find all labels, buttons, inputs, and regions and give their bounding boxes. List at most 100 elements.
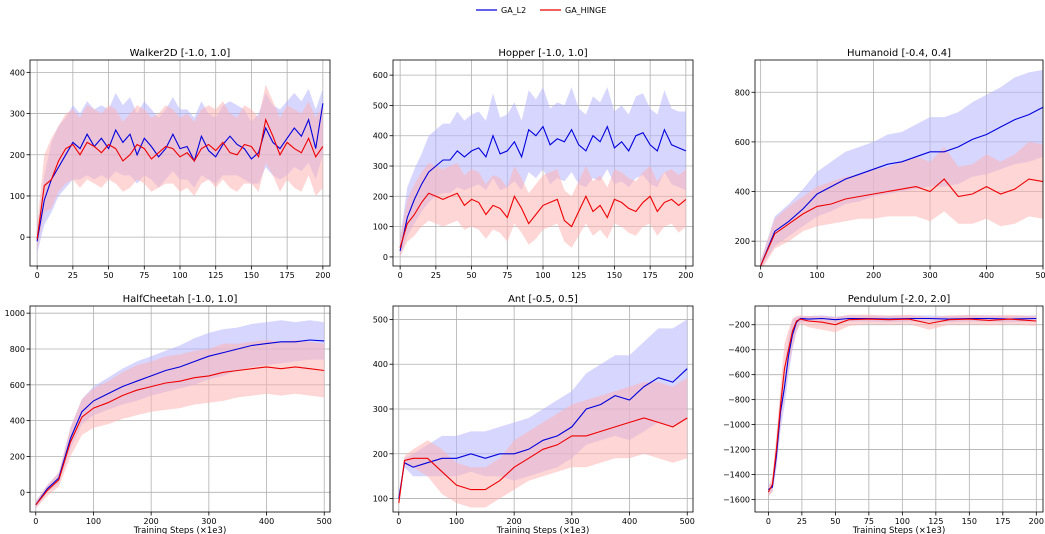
series-line — [399, 192, 687, 248]
x-tick-label: 100 — [86, 517, 101, 526]
plot-area — [399, 87, 687, 257]
x-tick-label: 100 — [895, 517, 910, 526]
x-tick-label: 175 — [280, 271, 295, 280]
y-tick-label: −200 — [728, 321, 750, 330]
chart-title: Walker2D [-1.0, 1.0] — [130, 48, 231, 59]
x-tick-label: 125 — [208, 271, 223, 280]
x-tick-label: 200 — [507, 517, 522, 526]
x-tick-label: 0 — [396, 517, 401, 526]
y-tick-label: 1000 — [5, 309, 25, 318]
y-tick-label: −1200 — [723, 446, 750, 455]
series-line — [35, 366, 325, 506]
x-tick-label: 500 — [1035, 271, 1045, 280]
series-line — [760, 178, 1043, 266]
chart-title: Humanoid [-0.4, 0.4] — [847, 48, 951, 59]
x-tick-label: 300 — [564, 517, 579, 526]
y-tick-label: 500 — [373, 315, 388, 324]
y-tick-label: −400 — [728, 346, 750, 355]
y-tick-label: 0 — [20, 488, 25, 497]
confidence-band — [760, 141, 1043, 266]
x-tick-label: 100 — [172, 271, 187, 280]
confidence-band — [37, 84, 323, 250]
axes-frame — [754, 59, 1044, 267]
y-tick-label: 400 — [373, 132, 388, 141]
x-tick-label: 125 — [571, 271, 586, 280]
series-line — [36, 117, 324, 240]
y-tick-label: −800 — [728, 396, 750, 405]
y-tick-label: 100 — [10, 192, 25, 201]
confidence-band — [35, 340, 325, 509]
y-tick-label: 0 — [20, 233, 25, 242]
confidence-band — [768, 314, 1037, 497]
confidence-band — [400, 163, 686, 257]
chart-panel: 0 100 200 300 400 500 0 200 400 600 800 1000 HalfChe… — [5, 294, 332, 534]
x-tick-label: 175 — [643, 271, 658, 280]
axes-frame — [29, 305, 331, 513]
y-tick-label: −1600 — [723, 496, 750, 505]
plot-area — [398, 319, 688, 508]
y-tick-label: 200 — [373, 450, 388, 459]
y-tick-label: 200 — [10, 151, 25, 160]
y-tick-label: 200 — [373, 192, 388, 201]
x-tick-label: 50 — [103, 271, 113, 280]
x-tick-label: 500 — [680, 517, 695, 526]
confidence-band — [398, 319, 688, 503]
y-tick-label: −1000 — [723, 421, 750, 430]
x-tick-label: 200 — [144, 517, 159, 526]
plot-area — [36, 84, 324, 254]
x-tick-label: 125 — [928, 517, 943, 526]
y-tick-label: 0 — [383, 253, 388, 262]
y-tick-label: 300 — [373, 162, 388, 171]
confidence-band — [400, 87, 686, 257]
chart-title: Hopper [-1.0, 1.0] — [498, 48, 587, 59]
y-tick-label: 800 — [10, 345, 25, 354]
x-tick-label: 100 — [809, 271, 824, 280]
chart-title: Pendulum [-2.0, 2.0] — [848, 294, 951, 305]
x-tick-label: 75 — [139, 271, 149, 280]
y-tick-label: 200 — [735, 237, 750, 246]
plot-area — [767, 314, 1037, 497]
x-tick-label: 200 — [315, 271, 330, 280]
series-line — [398, 368, 688, 499]
series-line — [399, 125, 687, 252]
x-tick-label: 25 — [797, 517, 807, 526]
x-axis-label: Training Steps (×1e3) — [133, 526, 227, 534]
x-tick-label: 50 — [466, 271, 476, 280]
x-tick-label: 0 — [33, 517, 38, 526]
confidence-band — [398, 377, 688, 508]
x-tick-label: 300 — [201, 517, 216, 526]
chart-panel: 0 25 50 75 100 125 150 175 200 −200 −400 −600 −800 −1… — [723, 294, 1044, 534]
series-line — [767, 318, 1037, 493]
x-tick-label: 0 — [758, 271, 763, 280]
x-tick-label: 75 — [502, 271, 512, 280]
legend-label-ga-hinge: GA_HINGE — [565, 6, 606, 15]
plot-area — [35, 320, 325, 509]
chart-title: HalfCheetah [-1.0, 1.0] — [123, 294, 238, 305]
x-tick-label: 200 — [1029, 517, 1044, 526]
x-tick-label: 0 — [766, 517, 771, 526]
x-tick-label: 150 — [607, 271, 622, 280]
x-tick-label: 150 — [244, 271, 259, 280]
y-tick-label: −1400 — [723, 471, 750, 480]
y-tick-label: 400 — [735, 188, 750, 197]
x-tick-label: 100 — [535, 271, 550, 280]
y-tick-label: 600 — [373, 71, 388, 80]
x-tick-label: 400 — [259, 517, 274, 526]
series-line — [768, 317, 1037, 490]
x-tick-label: 25 — [68, 271, 78, 280]
x-tick-label: 200 — [678, 271, 693, 280]
x-tick-label: 175 — [995, 517, 1010, 526]
axes-frame — [754, 305, 1044, 513]
y-tick-label: 300 — [10, 110, 25, 119]
legend-label-ga-l2: GA_L2 — [501, 6, 526, 15]
chart-title: Ant [-0.5, 0.5] — [508, 294, 578, 305]
y-tick-label: 100 — [373, 495, 388, 504]
x-tick-label: 150 — [962, 517, 977, 526]
y-tick-label: 100 — [373, 223, 388, 232]
y-tick-label: 600 — [10, 381, 25, 390]
y-tick-label: −600 — [728, 371, 750, 380]
x-axis-label: Training Steps (×1e3) — [852, 526, 946, 534]
x-axis-label: Training Steps (×1e3) — [496, 526, 590, 534]
y-tick-label: 500 — [373, 101, 388, 110]
